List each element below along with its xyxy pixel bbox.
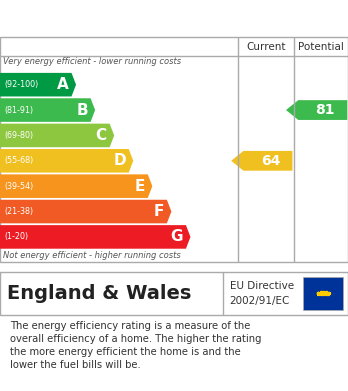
Polygon shape xyxy=(0,73,76,97)
Text: G: G xyxy=(171,230,183,244)
Text: Current: Current xyxy=(246,42,286,52)
Text: B: B xyxy=(76,102,88,118)
Text: D: D xyxy=(113,153,126,168)
Text: Energy Efficiency Rating: Energy Efficiency Rating xyxy=(60,9,288,28)
Text: (39-54): (39-54) xyxy=(4,182,33,191)
Text: The energy efficiency rating is a measure of the
overall efficiency of a home. T: The energy efficiency rating is a measur… xyxy=(10,321,262,370)
Polygon shape xyxy=(0,149,133,172)
Text: (21-38): (21-38) xyxy=(4,207,33,216)
Bar xyxy=(303,277,343,310)
Text: Very energy efficient - lower running costs: Very energy efficient - lower running co… xyxy=(3,57,182,66)
Polygon shape xyxy=(286,100,347,120)
Polygon shape xyxy=(231,151,292,171)
Polygon shape xyxy=(0,174,152,198)
Text: England & Wales: England & Wales xyxy=(7,284,191,303)
Text: (69-80): (69-80) xyxy=(4,131,33,140)
Text: F: F xyxy=(154,204,164,219)
Polygon shape xyxy=(0,124,114,147)
Text: E: E xyxy=(135,179,145,194)
Text: EU Directive: EU Directive xyxy=(230,280,294,291)
Polygon shape xyxy=(0,225,190,249)
Text: (92-100): (92-100) xyxy=(4,80,38,89)
Text: 2002/91/EC: 2002/91/EC xyxy=(230,296,290,306)
Polygon shape xyxy=(0,200,171,223)
Text: A: A xyxy=(57,77,69,92)
Text: 81: 81 xyxy=(316,103,335,117)
Text: C: C xyxy=(96,128,107,143)
Text: (1-20): (1-20) xyxy=(4,232,28,241)
Text: (55-68): (55-68) xyxy=(4,156,33,165)
Text: 64: 64 xyxy=(261,154,280,168)
Polygon shape xyxy=(0,98,95,122)
Text: Potential: Potential xyxy=(298,42,344,52)
Text: (81-91): (81-91) xyxy=(4,106,33,115)
Text: Not energy efficient - higher running costs: Not energy efficient - higher running co… xyxy=(3,251,181,260)
